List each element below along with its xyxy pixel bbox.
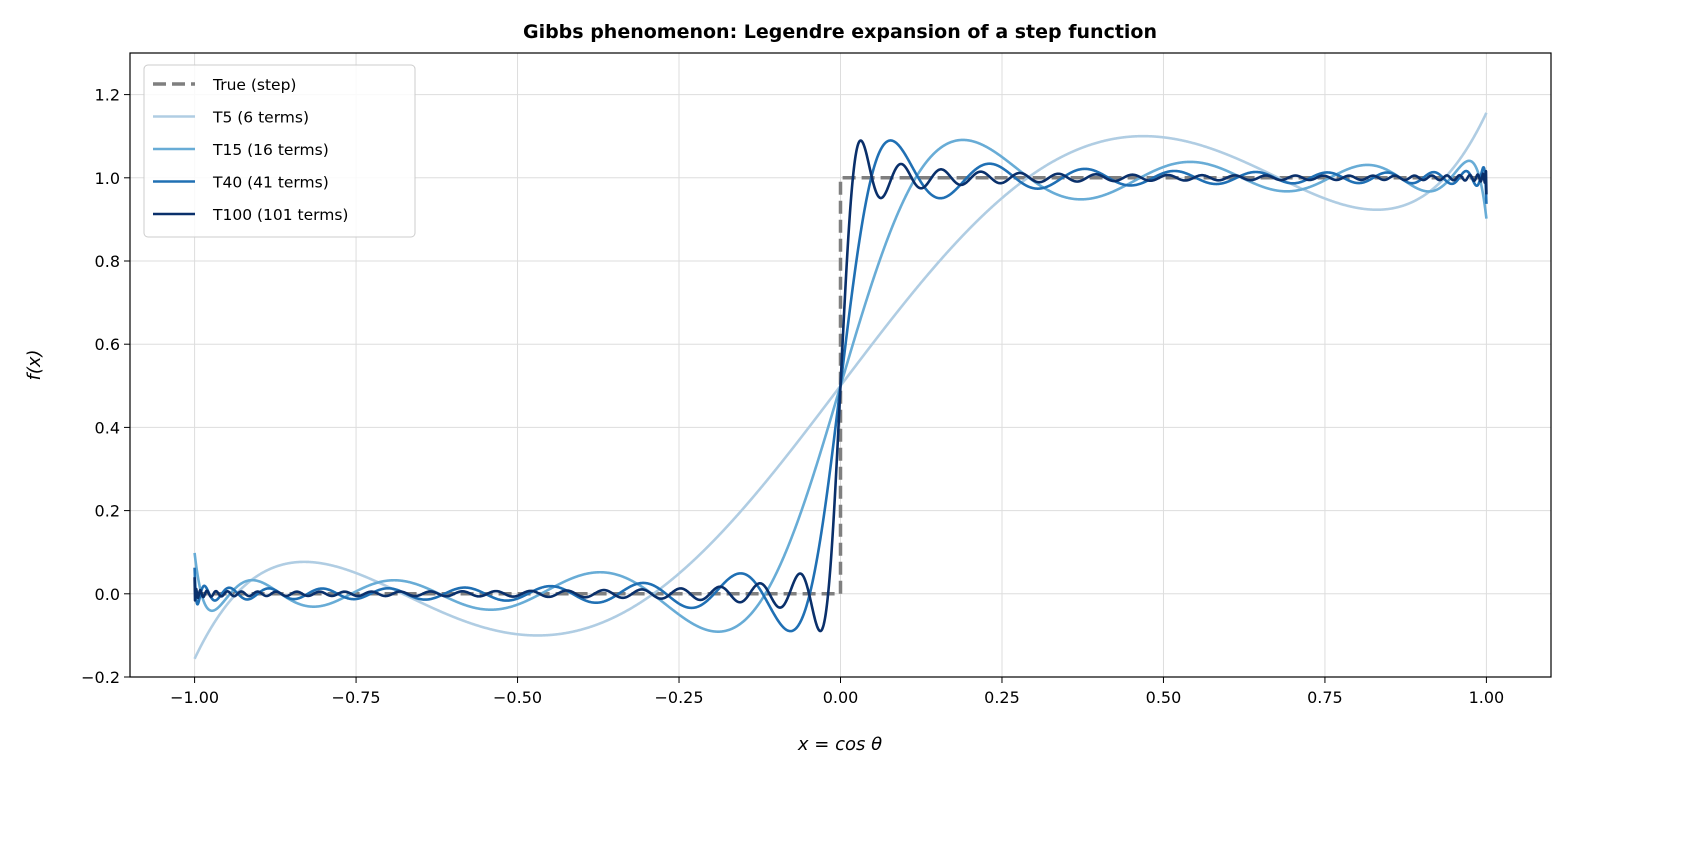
legend-label: T15 (16 terms) bbox=[212, 141, 329, 159]
x-tick-label: −0.50 bbox=[493, 688, 542, 707]
legend-label: T40 (41 terms) bbox=[212, 174, 329, 192]
y-tick-label: 0.6 bbox=[95, 335, 120, 354]
y-tick-label: 0.8 bbox=[95, 252, 120, 271]
y-tick-label: 1.2 bbox=[95, 86, 120, 105]
x-tick-label: 0.75 bbox=[1307, 688, 1343, 707]
legend-label: T100 (101 terms) bbox=[212, 206, 348, 224]
y-tick-label: −0.2 bbox=[81, 668, 120, 687]
legend-box bbox=[143, 64, 416, 238]
x-tick-label: 0.00 bbox=[823, 688, 859, 707]
y-axis-label: f(x) bbox=[24, 349, 45, 380]
x-tick-label: −1.00 bbox=[170, 688, 219, 707]
x-tick-label: 1.00 bbox=[1469, 688, 1505, 707]
legend-label: T5 (6 terms) bbox=[212, 109, 309, 127]
plot-lines bbox=[193, 112, 1488, 660]
x-tick-label: 0.25 bbox=[984, 688, 1020, 707]
ticks: −1.00 −0.75 −0.50 −0.25 0.00 0.25 0.50 0.75 1.00… bbox=[81, 86, 1504, 707]
legend: True (step) T5 (6 terms) T15 (16 terms) T40… bbox=[143, 64, 416, 238]
y-tick-label: 1.0 bbox=[95, 169, 120, 188]
series-line-T100 bbox=[193, 139, 1488, 633]
legend-label: True (step) bbox=[212, 76, 296, 94]
x-tick-label: −0.25 bbox=[655, 688, 704, 707]
x-tick-label: 0.50 bbox=[1146, 688, 1182, 707]
y-tick-label: 0.0 bbox=[95, 585, 120, 604]
x-tick-label: −0.75 bbox=[332, 688, 381, 707]
y-tick-label: 0.2 bbox=[95, 502, 120, 521]
y-tick-label: 0.4 bbox=[95, 418, 120, 437]
x-axis-label: x = cos θ bbox=[797, 734, 882, 755]
chart-title: Gibbs phenomenon: Legendre expansion of … bbox=[523, 21, 1157, 43]
